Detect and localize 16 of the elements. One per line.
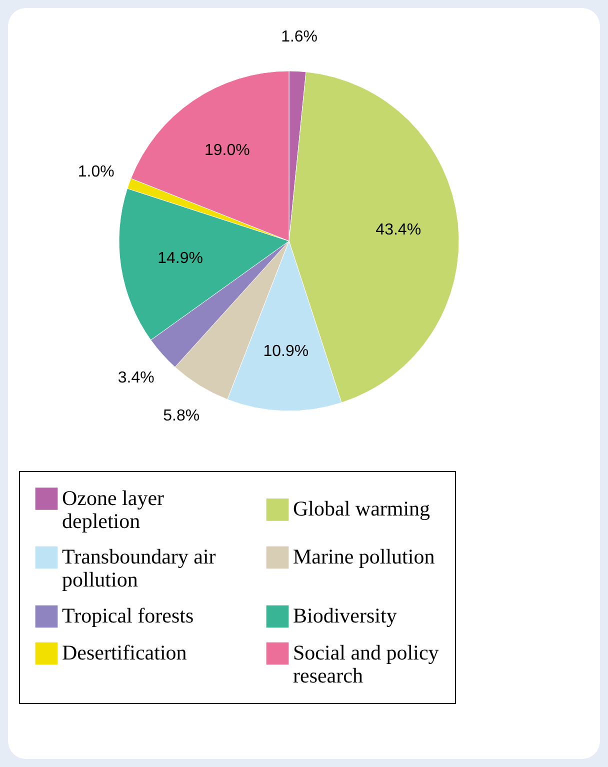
data-label: 3.4% <box>118 370 154 387</box>
data-label: 14.9% <box>158 250 203 267</box>
data-label: 1.0% <box>78 164 114 181</box>
legend-label: Biodiversity <box>293 604 398 628</box>
data-label: 10.9% <box>263 342 309 360</box>
legend-label: Global warming <box>293 496 431 521</box>
legend-label: Marine pollution <box>293 544 436 568</box>
legend-label: Desertification <box>62 640 188 664</box>
legend-label: Ozone layer depletion <box>62 486 164 533</box>
legend-label: Tropical forests <box>62 604 194 628</box>
data-label: 1.6% <box>281 28 318 46</box>
data-label: 19.0% <box>204 142 250 160</box>
data-label: 5.8% <box>163 407 200 424</box>
data-label: 43.4% <box>376 221 422 238</box>
legend-label: Transboundary air pollution <box>62 544 216 592</box>
legend-label: Social and policy research <box>293 640 440 688</box>
